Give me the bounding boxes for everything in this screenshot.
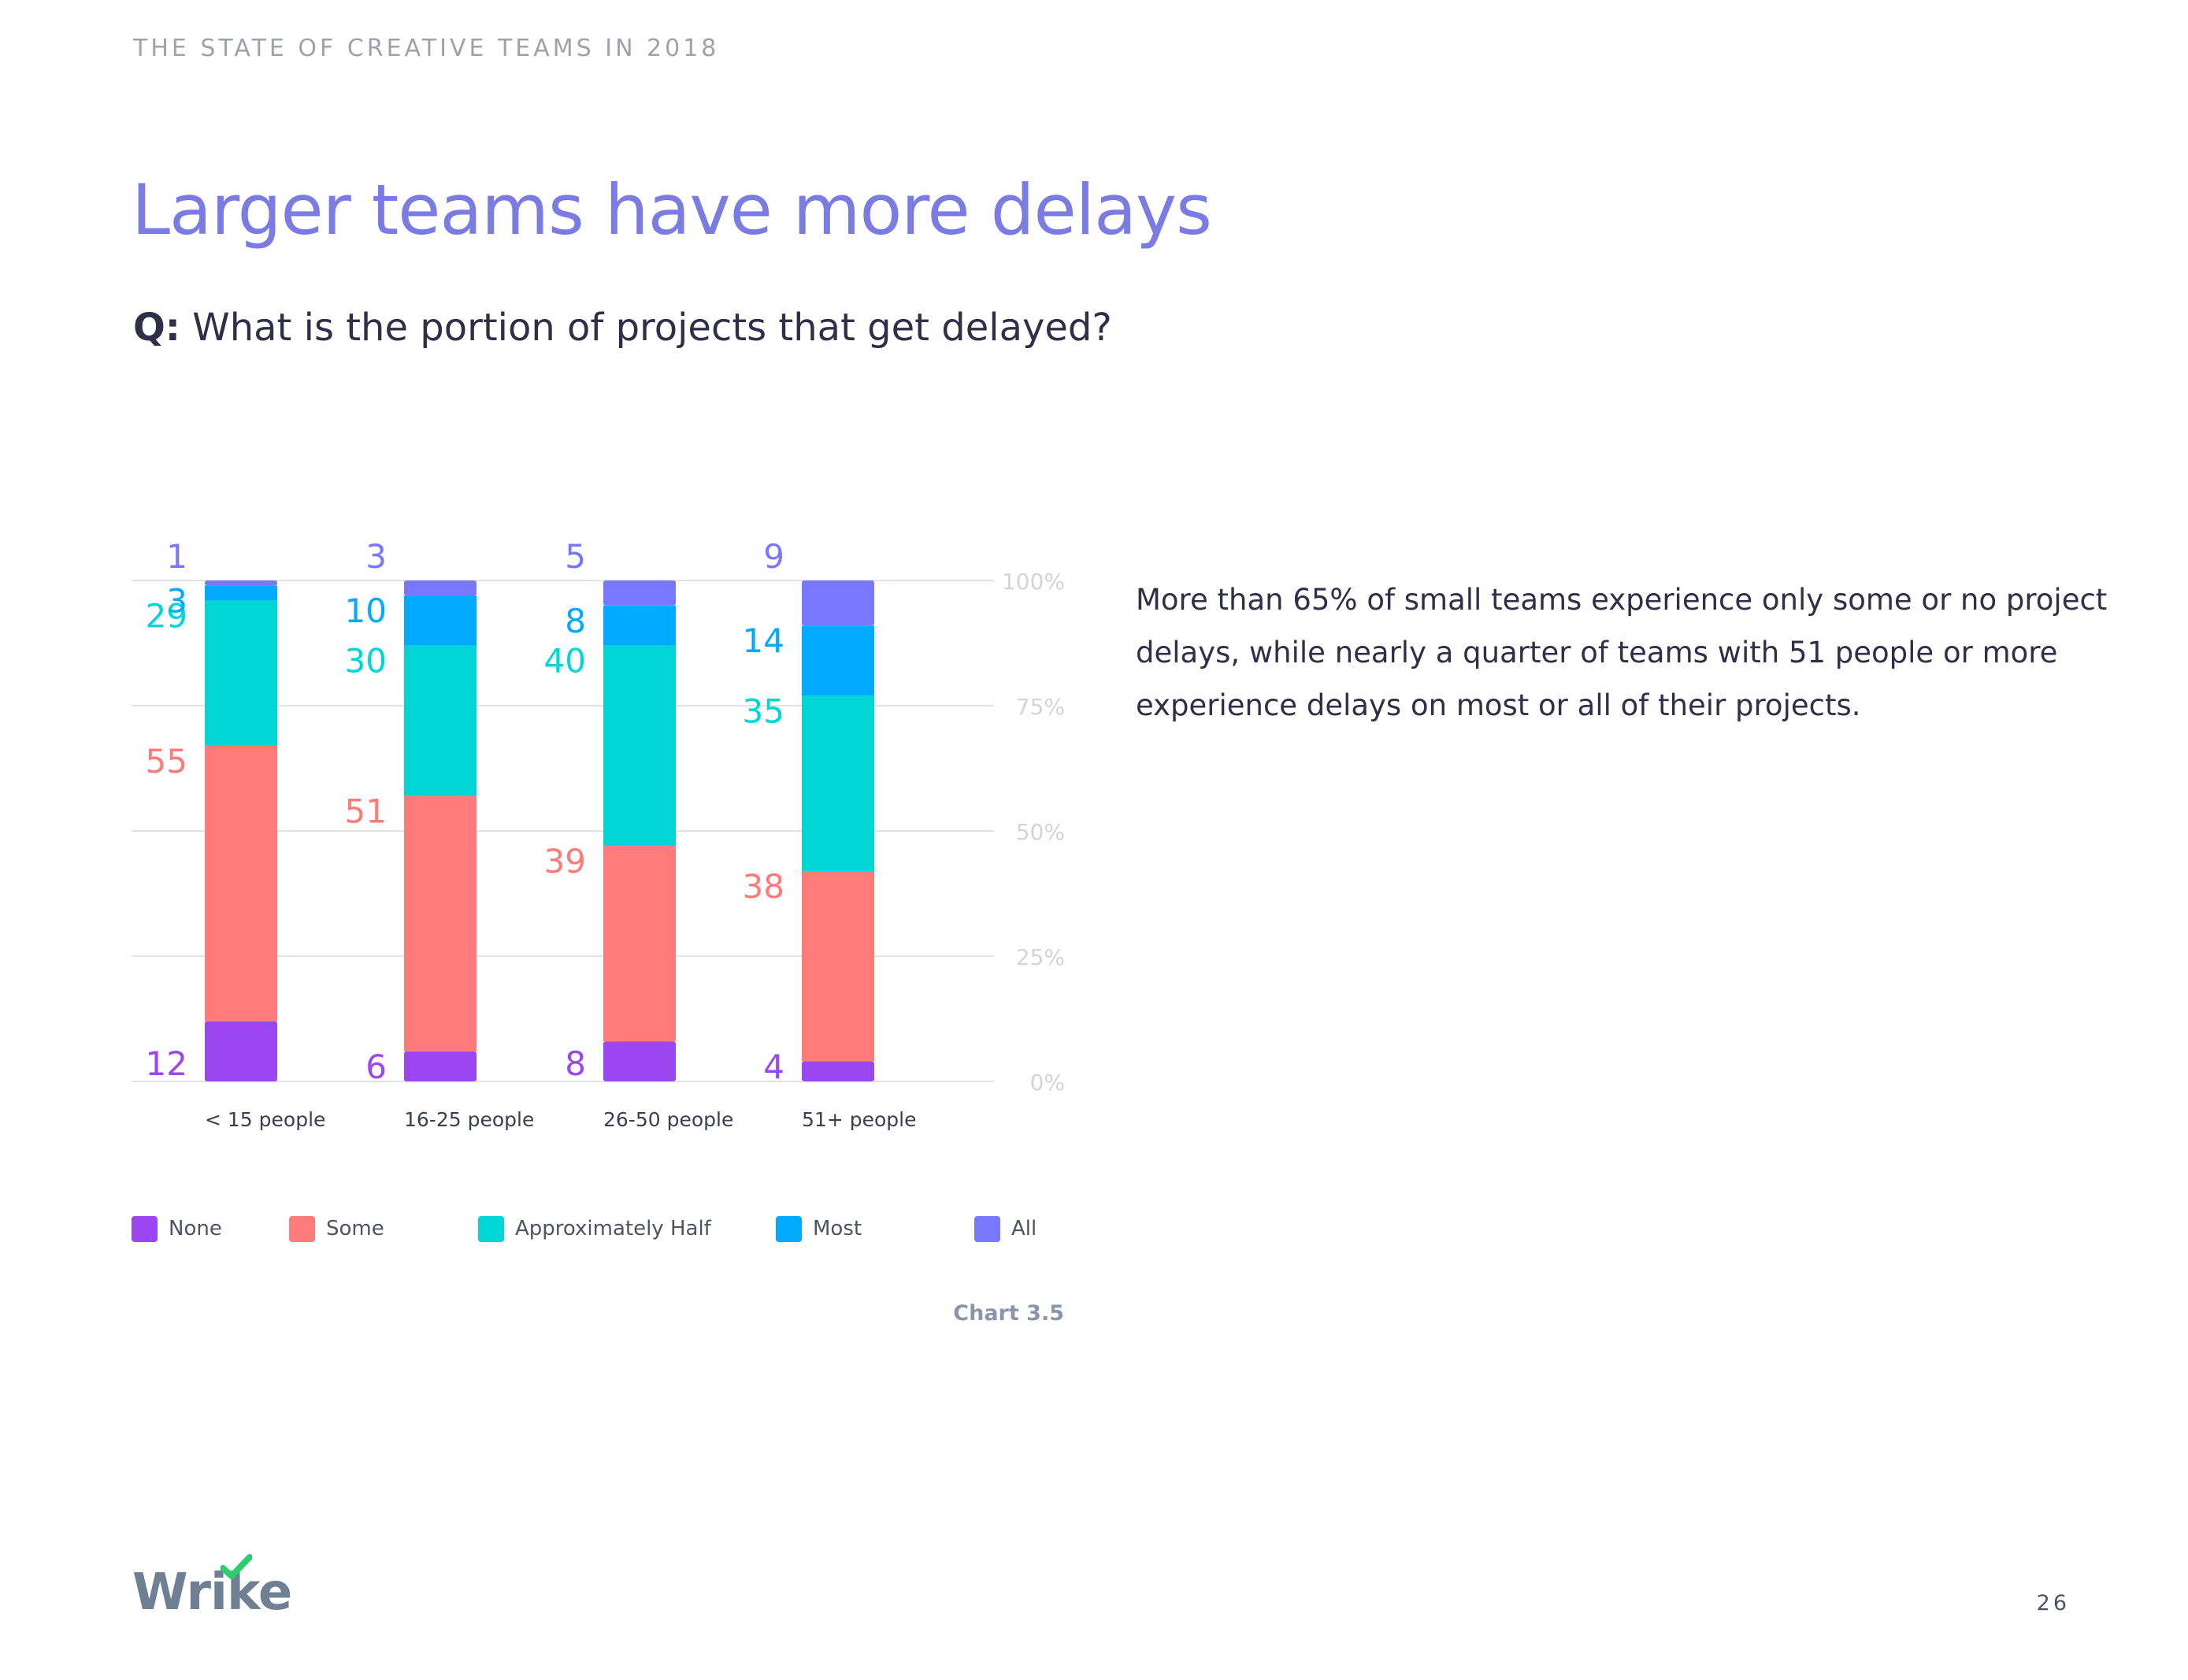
y-tick-label: 75% [1016, 694, 1065, 720]
y-tick-label: 50% [1016, 819, 1065, 845]
legend-label: Some [326, 1217, 384, 1241]
bar-segment [802, 695, 874, 871]
legend-swatch [289, 1215, 315, 1242]
legend-label: Most [813, 1217, 862, 1241]
bar-segment [802, 580, 874, 626]
data-label: 51 [345, 792, 387, 830]
chart-legend: None Some Approximately Half Most All [132, 1213, 1077, 1244]
data-label: 30 [345, 642, 387, 681]
legend-item: Most [776, 1213, 862, 1244]
bar-segment [802, 625, 874, 696]
legend-swatch [974, 1215, 1000, 1242]
y-tick-label: 100% [1002, 569, 1065, 595]
bar-segment [205, 600, 277, 746]
bar-segment [603, 605, 676, 646]
data-label: 8 [565, 1044, 586, 1083]
data-label: 39 [544, 842, 586, 881]
legend-swatch [776, 1215, 802, 1242]
x-category-label: 26-50 people [603, 1108, 733, 1131]
legend-label: None [169, 1217, 222, 1241]
bar-segment [404, 1051, 477, 1081]
bar-segment [404, 580, 477, 596]
bar-segment [404, 645, 477, 796]
x-category-label: 16-25 people [404, 1108, 534, 1131]
x-category-label: 51+ people [802, 1108, 916, 1131]
question-prefix: Q: [133, 306, 180, 350]
data-label: 38 [743, 867, 784, 906]
bar-segment [603, 645, 676, 847]
bar-segment [404, 795, 477, 1051]
y-tick-label: 0% [1030, 1070, 1065, 1096]
page-title: Larger teams have more delays [132, 169, 1212, 250]
x-category-label: < 15 people [205, 1108, 325, 1131]
bar-segment [603, 580, 676, 606]
chart-caption: Chart 3.5 [953, 1301, 1064, 1326]
legend-item: Some [289, 1213, 384, 1244]
chart-description: More than 65% of small teams experience … [1136, 583, 2108, 722]
data-label: 8 [565, 602, 586, 640]
checkmark-icon [221, 1554, 252, 1579]
report-header: THE STATE OF CREATIVE TEAMS IN 2018 [133, 35, 720, 62]
legend-label: All [1011, 1217, 1037, 1241]
y-tick-label: 25% [1016, 944, 1065, 970]
data-label: 35 [743, 692, 784, 730]
logo-text: Wrike [132, 1563, 292, 1622]
data-label: 3 [166, 581, 187, 620]
page-number: 26 [2036, 1591, 2070, 1615]
bar-segment [802, 870, 874, 1062]
data-label: 9 [763, 537, 784, 576]
data-label: 12 [146, 1044, 187, 1083]
data-label: 55 [146, 742, 187, 781]
bar-segment [205, 745, 277, 1022]
legend-item: Approximately Half [478, 1213, 711, 1244]
data-label: 29 [146, 596, 187, 635]
bar-segment [205, 585, 277, 601]
bar-segment [205, 580, 277, 586]
data-label: 14 [743, 621, 784, 660]
data-label: 4 [763, 1048, 784, 1086]
bar-segment [603, 846, 676, 1042]
data-label: 40 [544, 642, 586, 681]
data-label: 1 [166, 537, 187, 576]
legend-swatch [132, 1215, 158, 1242]
data-label: 6 [365, 1048, 387, 1086]
data-label: 3 [365, 537, 387, 576]
bar-segment [603, 1041, 676, 1081]
bar-segment [205, 1021, 277, 1081]
question-text: What is the portion of projects that get… [180, 306, 1112, 350]
bar-segment [404, 595, 477, 646]
bar-segment [802, 1061, 874, 1081]
data-label: 5 [565, 537, 586, 576]
wrike-logo: Wrike [132, 1554, 292, 1622]
legend-item: None [132, 1213, 222, 1244]
legend-item: All [974, 1213, 1037, 1244]
legend-label: Approximately Half [515, 1217, 711, 1241]
data-label: 10 [345, 592, 387, 630]
legend-swatch [478, 1215, 504, 1242]
survey-question: Q: What is the portion of projects that … [133, 306, 1112, 350]
